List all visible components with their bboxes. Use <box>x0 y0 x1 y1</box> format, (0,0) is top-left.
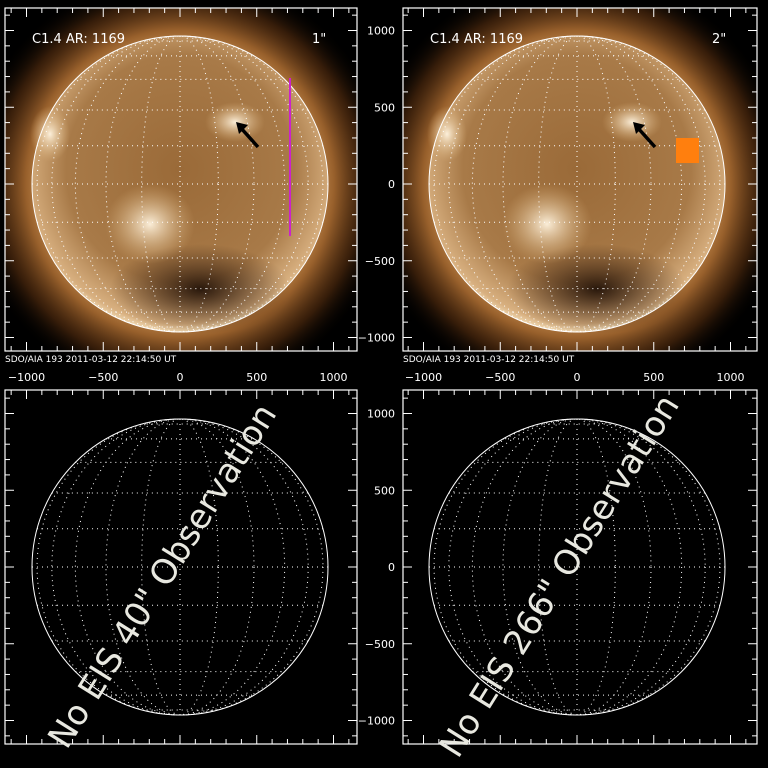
x-tick-label: −1000 <box>8 371 45 384</box>
eis-marker-label: 2" <box>712 32 726 47</box>
y-tick-label: 1000 <box>367 408 395 421</box>
meridian <box>105 35 255 333</box>
x-tick-label: 1000 <box>717 371 745 384</box>
y-tick-label: 500 <box>374 484 395 497</box>
plot-frame <box>4 7 358 352</box>
meridian <box>141 35 219 333</box>
eis-raster-marker <box>676 138 699 163</box>
x-tick-label: 1000 <box>320 371 348 384</box>
active-region-1169 <box>205 102 265 142</box>
x-tick-label: −500 <box>485 371 515 384</box>
meridian <box>105 418 255 716</box>
flare-ar-label: C1.4 AR: 1169 <box>32 32 125 47</box>
solar-limb <box>428 35 726 333</box>
active-region-1169 <box>602 102 662 142</box>
arrow-head-icon <box>633 122 645 134</box>
x-tick-label: 500 <box>643 371 664 384</box>
no-observation-message: No EIS 40" Observation <box>40 397 285 755</box>
active-region <box>105 184 195 264</box>
limb-brightening <box>427 106 467 162</box>
solar-limb <box>31 35 329 333</box>
solar-limb <box>31 418 329 716</box>
meridian <box>74 418 286 716</box>
x-tick-label: 500 <box>246 371 267 384</box>
x-tick-label: 0 <box>574 371 581 384</box>
meridian <box>51 418 309 716</box>
meridian <box>538 35 616 333</box>
eis-marker-label: 1" <box>312 32 326 47</box>
y-tick-label: −1000 <box>358 715 395 728</box>
x-tick-label: −500 <box>88 371 118 384</box>
sun-image <box>403 8 757 351</box>
y-tick-label: −500 <box>365 638 395 651</box>
panel-bottom-right: 1000 500 0 −500 −1000 No EIS 266" Observation <box>358 388 758 765</box>
no-observation-message: No EIS 266" Observation <box>432 388 688 765</box>
y-tick-label: 0 <box>388 561 395 574</box>
meridian <box>51 35 309 333</box>
panel-top-left: −1000 −500 0 500 1000 C1.4 AR: 1169 1" SDO/AIA … <box>4 7 358 384</box>
y-tick-label: 0 <box>388 178 395 191</box>
image-caption: SDO/AIA 193 2011-03-12 22:14:50 UT <box>403 355 575 365</box>
arrow-icon <box>635 125 657 149</box>
y-tick-label: 500 <box>374 101 395 114</box>
active-region <box>502 184 592 264</box>
y-tick-label: −1000 <box>358 332 395 345</box>
coronal-hole <box>507 244 687 334</box>
panel-bottom-left: No EIS 40" Observation <box>4 389 358 755</box>
meridian <box>74 35 286 333</box>
plot-frame <box>402 7 758 352</box>
sun-image <box>5 8 357 351</box>
image-caption: SDO/AIA 193 2011-03-12 22:14:50 UT <box>5 355 177 365</box>
meridian <box>502 418 652 716</box>
meridian <box>538 418 616 716</box>
solar-limb <box>428 418 726 716</box>
meridian <box>471 35 683 333</box>
panel-top-right: −1000 −500 0 500 1000 1000 500 0 −500 −1000 C1.4 A… <box>358 7 758 384</box>
meridian <box>448 418 706 716</box>
meridian <box>448 35 706 333</box>
x-tick-label: 0 <box>177 371 184 384</box>
y-tick-label: −500 <box>365 255 395 268</box>
y-tick-label: 1000 <box>367 25 395 38</box>
arrow-icon <box>238 125 260 149</box>
meridian <box>502 35 652 333</box>
limb-brightening <box>30 106 70 162</box>
flare-ar-label: C1.4 AR: 1169 <box>430 32 523 47</box>
coronal-hole <box>110 244 290 334</box>
x-tick-label: −1000 <box>405 371 442 384</box>
meridian <box>471 418 683 716</box>
arrow-head-icon <box>236 122 248 134</box>
meridian <box>141 418 219 716</box>
